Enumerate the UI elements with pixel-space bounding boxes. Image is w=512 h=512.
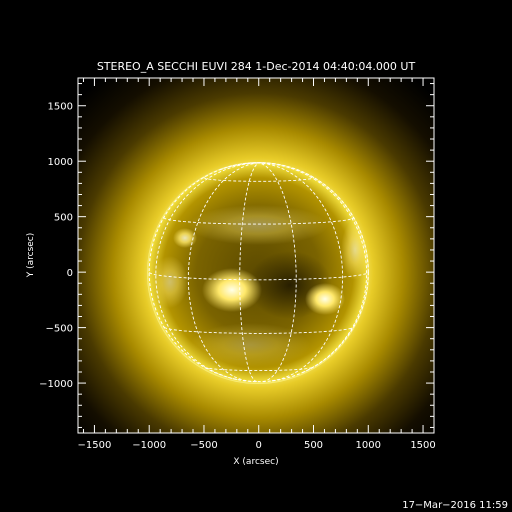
plot-title: STEREO_A SECCHI EUVI 284 1-Dec-2014 04:4… bbox=[97, 60, 416, 73]
axis-ticks bbox=[78, 78, 435, 433]
latitude-line bbox=[148, 272, 369, 281]
y-tick-label: −1000 bbox=[39, 379, 73, 390]
longitude-line bbox=[155, 162, 259, 381]
longitude-line bbox=[258, 162, 368, 373]
x-axis-label: X (arcsec) bbox=[233, 457, 278, 467]
y-tick-label: 1500 bbox=[48, 102, 73, 113]
sun-image bbox=[78, 78, 434, 433]
x-tick-label: 1000 bbox=[356, 440, 381, 451]
generation-timestamp: 17−Mar−2016 11:59 bbox=[402, 500, 508, 511]
x-tick-label: 1500 bbox=[410, 440, 435, 451]
y-tick-label: 0 bbox=[67, 268, 73, 279]
longitude-line bbox=[258, 162, 297, 383]
x-tick-label: −500 bbox=[190, 440, 217, 451]
longitude-line bbox=[187, 162, 259, 382]
y-axis-label: Y (arcsec) bbox=[26, 233, 36, 279]
x-tick-label: 0 bbox=[256, 440, 262, 451]
longitude-line bbox=[258, 162, 275, 165]
x-tick-label: −1000 bbox=[132, 440, 166, 451]
longitude-line bbox=[258, 162, 344, 382]
latitude-line bbox=[163, 326, 354, 334]
y-tick-label: −500 bbox=[46, 324, 73, 335]
plot-frame bbox=[77, 77, 435, 434]
y-tick-label: 1000 bbox=[48, 157, 73, 168]
active-region-east bbox=[305, 283, 345, 315]
latitude-line bbox=[163, 217, 355, 225]
x-tick-label: −1500 bbox=[78, 440, 112, 451]
solar-limb bbox=[148, 162, 369, 383]
y-tick-label: 500 bbox=[54, 213, 73, 224]
x-tick-label: 500 bbox=[304, 440, 323, 451]
active-region-center bbox=[202, 268, 262, 312]
heliographic-grid bbox=[148, 162, 369, 383]
y-tick-labels: 1500 1000 500 0 −500 −1000 bbox=[39, 102, 73, 390]
latitude-line bbox=[203, 176, 314, 182]
longitude-line bbox=[239, 162, 259, 383]
disk-features bbox=[152, 205, 369, 367]
x-tick-labels: −1500 −1000 −500 0 500 1000 1500 bbox=[78, 440, 436, 451]
